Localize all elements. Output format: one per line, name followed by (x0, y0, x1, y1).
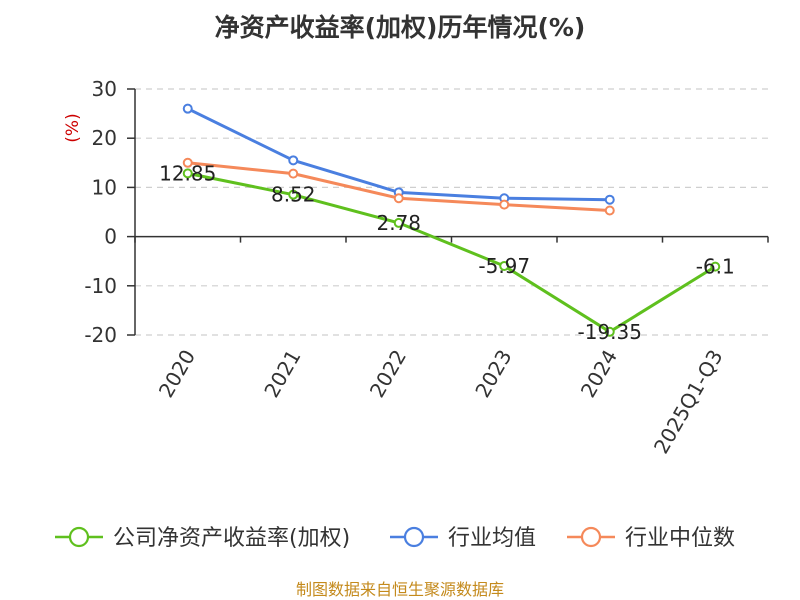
data-point (288, 155, 299, 166)
y-tick-labels: 30 20 10 0 -10 -20 (84, 77, 117, 347)
data-point (604, 194, 615, 205)
y-axis-label: (%) (63, 113, 83, 142)
legend-marker (68, 526, 90, 548)
data-labels: 12.85 8.52 2.78 -5.97 -19.35 -6.1 (159, 161, 735, 343)
data-point (393, 193, 404, 204)
legend-label: 行业中位数 (625, 526, 735, 551)
data-point (288, 168, 299, 179)
legend-item[interactable]: 行业中位数 (567, 526, 735, 551)
data-point (393, 217, 404, 228)
x-tick-label: 2025Q1-Q3 (649, 346, 728, 458)
legend-marker (403, 526, 425, 548)
data-point (182, 168, 193, 179)
axes (127, 88, 769, 336)
data-label: 2.78 (376, 211, 421, 235)
data-point (182, 157, 193, 168)
series-points (182, 103, 721, 337)
legend-label: 公司净资产收益率(加权) (113, 526, 350, 551)
data-label: -19.35 (578, 320, 642, 344)
x-tick-label: 2024 (576, 346, 622, 402)
series-line (187, 171, 717, 334)
x-tick-label: 2023 (470, 346, 516, 402)
data-label: -6.1 (696, 255, 735, 279)
legend-item[interactable]: 行业均值 (390, 526, 536, 551)
y-tick-label: 10 (92, 175, 117, 199)
y-tick-label: 30 (92, 77, 117, 101)
x-tick-label: 2021 (259, 346, 305, 402)
legend-marker (580, 526, 602, 548)
x-tick-labels: 2020 2021 2022 2023 2024 2025Q1-Q3 (154, 346, 728, 458)
data-point (604, 205, 615, 216)
y-tick-label: 20 (92, 126, 117, 150)
source-note: 制图数据来自恒生聚源数据库 (296, 580, 504, 599)
data-label: -5.97 (478, 254, 530, 278)
data-point (604, 326, 615, 337)
series-lines (187, 107, 717, 334)
legend[interactable]: 公司净资产收益率(加权) 行业均值 行业中位数 (55, 526, 735, 551)
data-point (499, 199, 510, 210)
y-tick-label: 0 (104, 225, 117, 249)
y-tick-label: -20 (84, 323, 117, 347)
data-label: 8.52 (271, 183, 316, 207)
legend-item[interactable]: 公司净资产收益率(加权) (55, 526, 350, 551)
data-point (182, 103, 193, 114)
x-tick-label: 2020 (154, 346, 200, 402)
data-point (288, 189, 299, 200)
y-tick-label: -10 (84, 274, 117, 298)
grid-lines (135, 88, 768, 336)
data-point (499, 260, 510, 271)
legend-label: 行业均值 (448, 526, 536, 551)
chart-title: 净资产收益率(加权)历年情况(%) (215, 13, 586, 42)
data-label: 12.85 (159, 161, 216, 185)
x-tick-label: 2022 (365, 346, 411, 402)
data-point (710, 261, 721, 272)
